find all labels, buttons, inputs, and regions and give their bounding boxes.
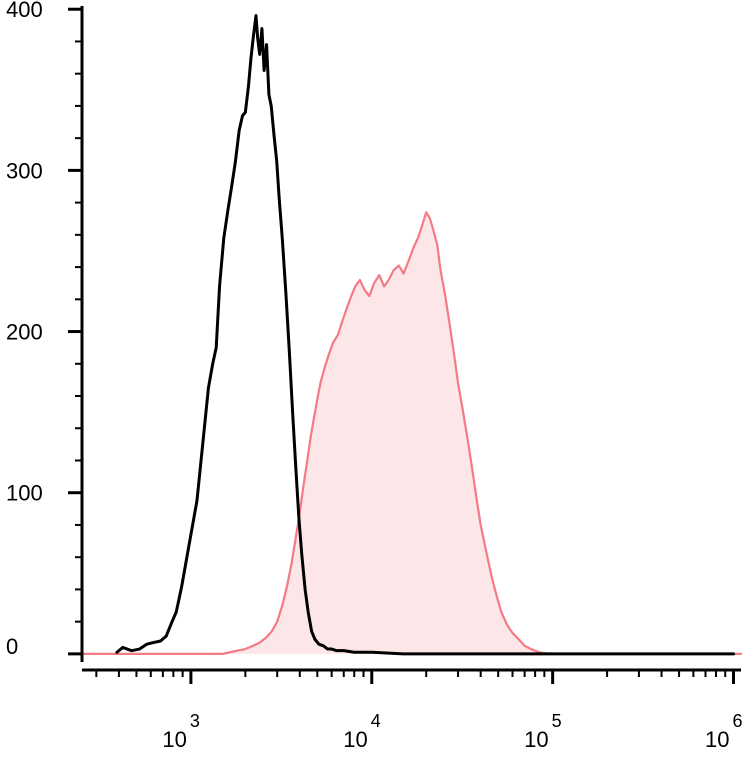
x-tick-base: 10	[162, 727, 186, 752]
x-tick-base: 10	[524, 727, 548, 752]
series-2-area	[82, 212, 741, 654]
series-1-line	[115, 14, 736, 656]
x-tick-label: 105	[524, 711, 562, 752]
x-tick-label: 104	[343, 711, 381, 752]
x-tick-label: 103	[162, 711, 200, 752]
y-tick-label: 0	[6, 634, 18, 659]
plot-area	[80, 14, 743, 656]
x-tick-base: 10	[705, 727, 729, 752]
x-tick-exponent: 4	[371, 711, 381, 731]
y-tick-label: 400	[6, 0, 43, 22]
x-tick-label: 106	[705, 711, 743, 752]
x-tick-exponent: 3	[190, 711, 200, 731]
x-tick-base: 10	[343, 727, 367, 752]
y-tick-label: 100	[6, 481, 43, 506]
y-tick-label: 300	[6, 158, 43, 183]
y-axis: 0 100 200 300 400	[6, 0, 84, 662]
x-tick-exponent: 6	[733, 711, 743, 731]
x-tick-exponent: 5	[552, 711, 562, 731]
y-tick-label: 200	[6, 320, 43, 345]
series-2-line	[80, 211, 743, 655]
